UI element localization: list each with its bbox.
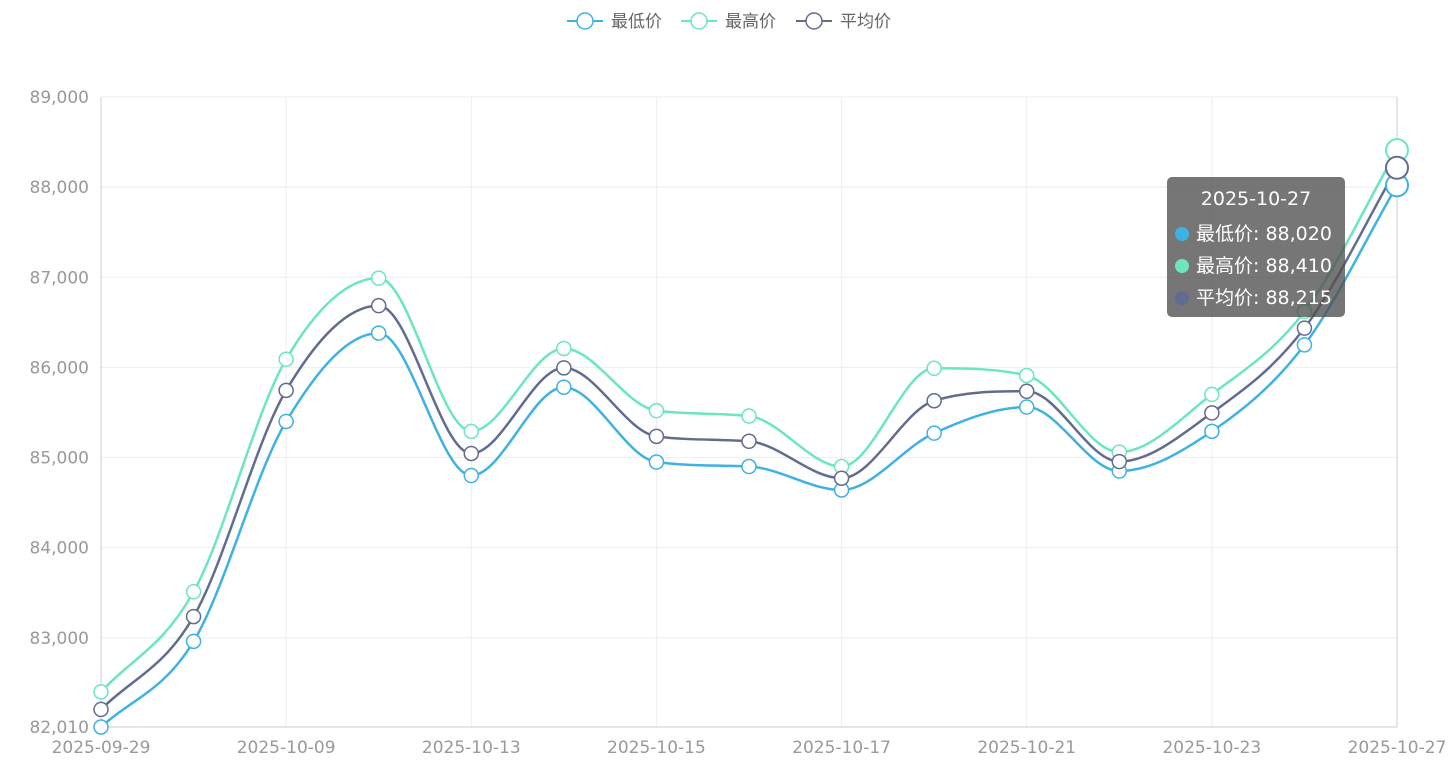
data-point-high[interactable]	[463, 423, 480, 440]
data-point-low[interactable]	[93, 719, 109, 735]
chart-tooltip: 2025-10-27 最低价: 88,020 最高价: 88,410 平均价: …	[1167, 177, 1345, 317]
data-point-avg[interactable]	[278, 382, 294, 399]
data-point-avg[interactable]	[93, 701, 109, 718]
x-tick-label: 2025-10-15	[607, 738, 706, 758]
x-tick-label: 2025-10-23	[1162, 738, 1261, 758]
data-point-avg[interactable]	[1111, 453, 1128, 470]
data-point-avg[interactable]	[556, 360, 572, 376]
legend-item-low[interactable]: 最低价	[567, 12, 662, 32]
data-point-low[interactable]	[185, 633, 202, 650]
tooltip-row-low: 最低价: 88,020	[1175, 218, 1337, 250]
data-point-low[interactable]	[278, 413, 294, 430]
chart-axes: 82,010 83,000 84,000 85,000 86,000 87,000 88,0…	[30, 88, 1447, 758]
y-tick-label: 84,000	[30, 539, 89, 559]
data-point-high[interactable]	[93, 684, 109, 700]
data-point-high[interactable]	[1204, 386, 1220, 403]
data-point-low[interactable]	[1018, 399, 1035, 415]
y-tick-label: 83,000	[30, 629, 89, 649]
tooltip-dot-high	[1175, 259, 1189, 273]
data-point-low[interactable]	[1296, 337, 1313, 353]
legend-label: 最高价	[725, 12, 776, 32]
data-point-avg[interactable]	[370, 297, 387, 314]
legend-marker	[690, 12, 708, 30]
tooltip-label-avg: 平均价: 88,215	[1196, 287, 1332, 309]
y-tick-label: 85,000	[30, 449, 89, 469]
tooltip-row-high: 最高价: 88,410	[1175, 250, 1337, 282]
legend-label: 平均价	[840, 12, 891, 32]
tooltip-row-avg: 平均价: 88,215	[1175, 282, 1337, 314]
data-point-low[interactable]	[1204, 423, 1220, 440]
data-point-high[interactable]	[926, 360, 942, 377]
data-point-low[interactable]	[370, 325, 387, 341]
x-tick-label: 2025-10-27	[1348, 738, 1447, 758]
legend-marker	[805, 12, 823, 30]
data-point-avg[interactable]	[185, 608, 202, 625]
data-point-high[interactable]	[185, 584, 202, 600]
legend-item-high[interactable]: 最高价	[681, 12, 776, 32]
y-tick-label: 89,000	[30, 88, 89, 108]
data-point-avg[interactable]	[1385, 155, 1409, 180]
x-tick-label: 2025-10-21	[977, 738, 1076, 758]
x-tick-label: 2025-09-29	[52, 738, 151, 758]
legend-marker	[576, 12, 594, 30]
data-point-avg[interactable]	[1204, 405, 1220, 421]
y-tick-label: 87,000	[30, 268, 89, 288]
y-tick-label: 88,000	[30, 178, 89, 198]
data-point-high[interactable]	[556, 340, 572, 357]
x-tick-label: 2025-10-09	[237, 738, 336, 758]
legend-item-avg[interactable]: 平均价	[796, 12, 891, 32]
y-tick-label: 86,000	[30, 358, 89, 378]
data-point-low[interactable]	[463, 467, 480, 484]
y-tick-label: 82,010	[30, 718, 89, 738]
data-point-low[interactable]	[741, 458, 757, 475]
data-point-avg[interactable]	[1018, 383, 1035, 400]
chart-legend[interactable]: 最低价 最高价 平均价	[567, 12, 891, 32]
tooltip-label-high: 最高价: 88,410	[1196, 255, 1332, 277]
data-point-high[interactable]	[370, 270, 387, 286]
data-point-high[interactable]	[1018, 367, 1035, 384]
tooltip-dot-low	[1175, 227, 1189, 241]
data-point-high[interactable]	[741, 408, 757, 424]
data-point-avg[interactable]	[1296, 320, 1313, 336]
data-point-avg[interactable]	[648, 428, 665, 445]
data-point-high[interactable]	[278, 351, 294, 368]
tooltip-label-low: 最低价: 88,020	[1196, 223, 1332, 245]
tooltip-title: 2025-10-27	[1200, 188, 1312, 210]
legend-label: 最低价	[611, 12, 662, 32]
x-tick-label: 2025-10-13	[422, 738, 521, 758]
data-point-avg[interactable]	[463, 445, 480, 462]
data-point-high[interactable]	[648, 402, 665, 419]
tooltip-dot-avg	[1175, 291, 1189, 305]
data-point-low[interactable]	[648, 454, 665, 470]
data-point-avg[interactable]	[741, 433, 757, 450]
data-point-low[interactable]	[926, 425, 942, 441]
data-point-avg[interactable]	[926, 392, 942, 409]
data-point-avg[interactable]	[833, 470, 850, 486]
series-points[interactable]	[93, 138, 1409, 735]
data-point-low[interactable]	[556, 379, 572, 395]
x-tick-label: 2025-10-17	[792, 738, 891, 758]
